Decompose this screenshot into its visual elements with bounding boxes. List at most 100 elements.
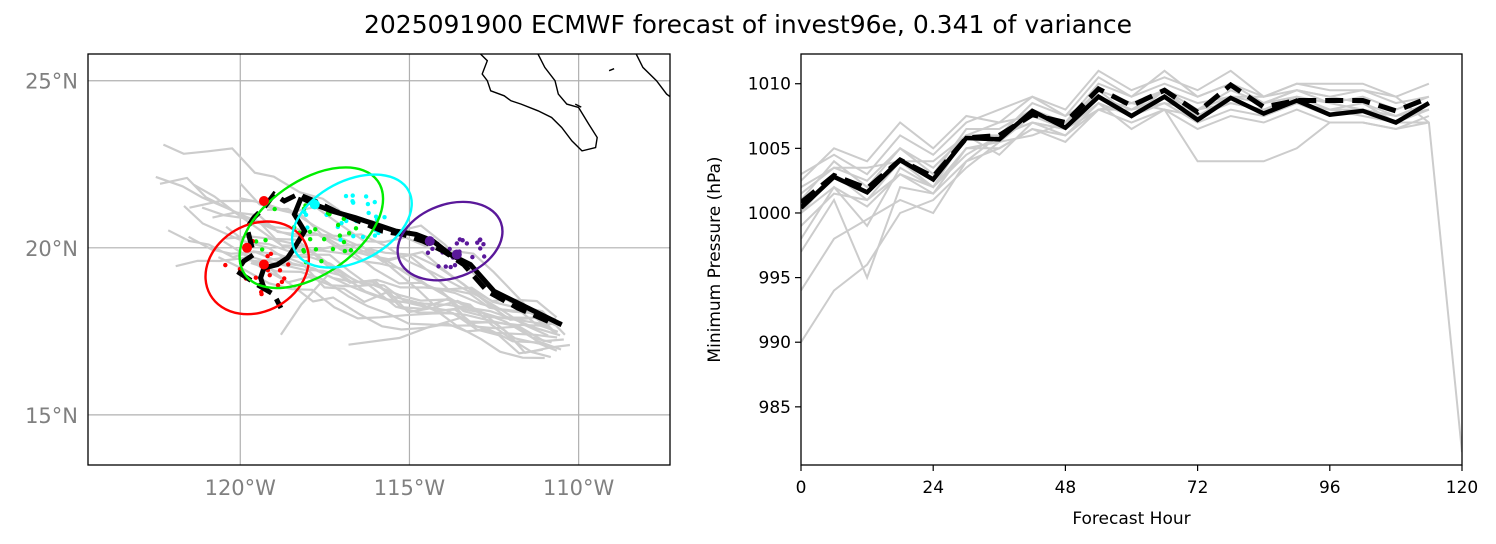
ensemble-member-line-6 [801, 69, 1430, 176]
figure-title: 2025091900 ECMWF forecast of invest96e, … [363, 10, 1133, 39]
purple-member-point [470, 254, 475, 260]
purple-member-point [448, 264, 453, 270]
green-member-point [321, 236, 327, 242]
y-tick-label: 1005 [748, 139, 791, 159]
y-tick-label: 985 [759, 398, 791, 418]
cyan-member-point [351, 234, 356, 239]
purple-uncertainty-ellipse [396, 200, 504, 282]
ensemble-track-20 [167, 229, 562, 351]
green-member-point [341, 239, 347, 245]
green-member-point [272, 206, 277, 212]
ensemble-track-extra-1 [279, 273, 330, 336]
ensemble-mean-track [300, 195, 563, 327]
red-cluster-center [242, 242, 253, 253]
map-ytick-label: 20°N [25, 237, 78, 261]
map-xtick-label: 110°W [543, 476, 615, 500]
ensemble-member-line-10 [801, 102, 1430, 228]
cyan-cluster-center [309, 199, 320, 210]
map-xtick-label: 120°W [205, 476, 277, 500]
purple-member-point [454, 241, 460, 246]
ensemble-track-21 [269, 237, 561, 337]
map-ytick-label: 25°N [25, 70, 78, 94]
green-member-point [335, 222, 341, 228]
green-member-point [319, 259, 324, 264]
purple-member-point [481, 254, 487, 259]
purple-cluster-center [451, 249, 462, 260]
red-member-point [286, 262, 291, 267]
green-member-point [330, 246, 336, 252]
green-member-point [337, 233, 343, 238]
green-member-point [307, 229, 313, 235]
purple-member-point [443, 264, 448, 269]
green-member-point [313, 247, 319, 252]
ensemble-member-line-0 [801, 95, 1430, 292]
map-ytick-label: 15°N [25, 404, 78, 428]
green-member-point [346, 231, 352, 236]
green-member-point [301, 247, 306, 253]
cyan-member-point [372, 233, 378, 238]
coastline-baja [480, 54, 598, 152]
green-member-point [307, 237, 313, 242]
x-tick-label: 96 [1319, 478, 1341, 498]
green-member-point [348, 248, 354, 253]
purple-member-point [475, 240, 480, 245]
y-tick-label: 1000 [748, 204, 791, 224]
ensemble-track-12 [193, 183, 556, 327]
red-member-point [259, 291, 264, 297]
red-member-point [277, 268, 283, 273]
purple-member-point [447, 246, 452, 252]
cyan-member-point [372, 199, 377, 205]
purple-member-point [436, 264, 441, 269]
green-member-point [341, 216, 346, 222]
cyan-member-point [360, 234, 366, 240]
map-frame [87, 53, 671, 466]
dashed-pressure-line [801, 81, 1430, 205]
red-cluster-center [258, 259, 269, 270]
ensemble-track-extra-0 [348, 316, 461, 346]
y-tick-label: 990 [759, 333, 791, 353]
cyan-member-point [350, 198, 355, 204]
coastline-island-2 [608, 68, 615, 72]
purple-member-point [481, 242, 486, 247]
red-uncertainty-ellipse [204, 220, 311, 316]
y-tick-label: 995 [759, 269, 791, 289]
map-plot-area [88, 54, 670, 465]
purple-member-point [478, 237, 483, 242]
green-member-point [353, 226, 359, 231]
line-frame [800, 53, 1463, 466]
x-tick-label: 24 [922, 478, 944, 498]
ensemble-member-line-9 [801, 89, 1430, 195]
purple-member-point [425, 250, 431, 255]
cyan-member-point [338, 237, 343, 242]
x-tick-label: 120 [1446, 478, 1478, 498]
cyan-member-point [382, 214, 387, 220]
purple-cluster-center [424, 236, 435, 247]
green-member-point [342, 248, 348, 254]
mean-pressure-line [801, 93, 1431, 210]
line-plot-area [801, 69, 1462, 453]
cyan-member-point [339, 220, 344, 226]
ensemble-track-17 [232, 250, 571, 355]
red-cluster-center [258, 196, 269, 207]
ensemble-member-line-11 [801, 89, 1462, 453]
coastline-island [574, 103, 582, 108]
red-member-point [282, 276, 287, 281]
cyan-member-point [366, 210, 371, 216]
red-member-point [268, 251, 274, 257]
y-axis-label: Minimum Pressure (hPa) [705, 156, 725, 362]
cyan-member-point [350, 193, 355, 198]
purple-member-point [460, 238, 465, 243]
track-map-panel: 120°W 115°W 110°W 15°N 20°N 25°N [25, 53, 671, 500]
ensemble-track-16 [267, 207, 549, 337]
y-tick-label: 1010 [748, 75, 791, 95]
red-member-point [265, 254, 270, 259]
green-member-point [313, 227, 318, 232]
red-member-point [253, 275, 259, 280]
cyan-member-point [363, 194, 369, 199]
green-member-point [259, 247, 265, 252]
purple-member-point [430, 246, 435, 251]
x-tick-label: 0 [796, 478, 807, 498]
purple-member-point [452, 262, 458, 268]
ensemble-member-line-7 [801, 101, 1430, 214]
red-member-point [267, 272, 272, 278]
